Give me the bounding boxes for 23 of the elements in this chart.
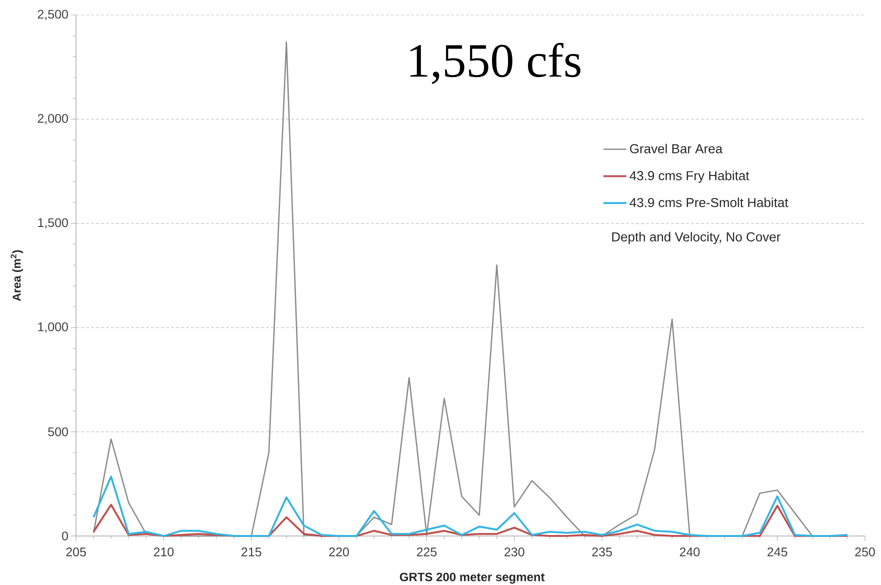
y-tick-label: 0 xyxy=(62,532,68,540)
x-tick-label: 250 xyxy=(855,548,875,556)
y-tick-label: 1,500 xyxy=(38,218,68,229)
y-axis-title: Area (m$^{2}$) xyxy=(10,250,24,302)
x-tick-label: 230 xyxy=(504,548,524,556)
x-tick-label: 245 xyxy=(768,548,788,556)
x-tick-label: 225 xyxy=(416,548,437,556)
legend-label: 43.9 cms Pre-Smolt Habitat xyxy=(630,198,788,208)
x-tick-label: 210 xyxy=(154,548,174,556)
x-axis-title: GRTS 200 meter segment xyxy=(400,572,545,584)
y-tick-label: 2,000 xyxy=(38,114,68,124)
x-tick-label: 235 xyxy=(592,548,612,556)
x-tick-label: 215 xyxy=(242,548,262,556)
y-tick-label: 1,000 xyxy=(38,322,68,333)
x-tick-label: 220 xyxy=(329,548,349,556)
legend-label: 43.9 cms Fry Habitat xyxy=(630,170,750,183)
legend-label: Gravel Bar Area xyxy=(630,144,723,154)
y-tick-label: 2,500 xyxy=(38,10,68,20)
x-tick-label: 240 xyxy=(680,548,700,556)
text: 1,550 cfs xyxy=(410,42,580,84)
annotation: Depth and Velocity, No Cover xyxy=(612,232,780,244)
y-tick-label: 500 xyxy=(48,427,68,436)
x-tick-label: 205 xyxy=(66,548,86,556)
